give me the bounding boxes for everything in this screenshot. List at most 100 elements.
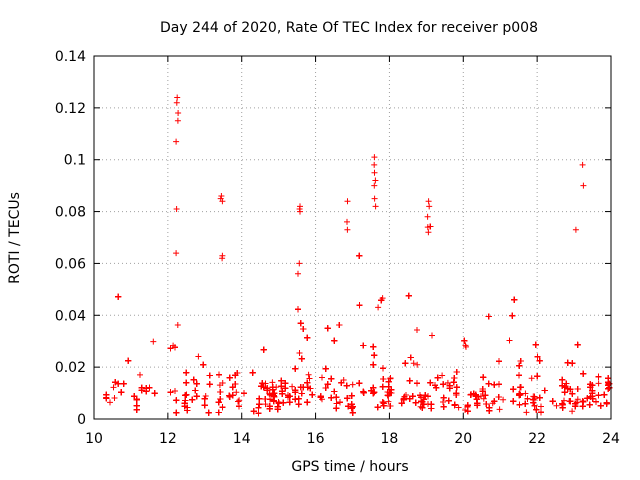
data-point bbox=[572, 226, 579, 233]
data-point bbox=[589, 387, 596, 394]
data-point bbox=[333, 394, 340, 401]
data-point bbox=[374, 404, 381, 411]
data-point bbox=[595, 392, 602, 399]
data-point bbox=[193, 393, 200, 400]
data-point bbox=[195, 353, 202, 360]
data-point bbox=[344, 198, 351, 205]
data-point bbox=[579, 398, 586, 405]
data-point bbox=[398, 400, 405, 407]
data-point bbox=[561, 397, 567, 404]
data-point bbox=[531, 402, 538, 409]
x-tick-label: 18 bbox=[381, 431, 399, 447]
data-point bbox=[580, 370, 587, 377]
data-point bbox=[285, 392, 291, 399]
data-point bbox=[370, 343, 377, 350]
data-point bbox=[173, 138, 180, 145]
data-point bbox=[409, 393, 416, 400]
data-point bbox=[516, 362, 523, 369]
data-point bbox=[174, 117, 181, 124]
data-point bbox=[479, 388, 486, 395]
data-point bbox=[510, 386, 517, 393]
data-point bbox=[217, 396, 224, 402]
data-point bbox=[292, 389, 299, 396]
data-point bbox=[167, 345, 174, 352]
data-point bbox=[331, 337, 338, 344]
data-point bbox=[380, 402, 387, 409]
data-point bbox=[439, 372, 446, 379]
data-point bbox=[133, 402, 140, 409]
data-point bbox=[372, 177, 379, 184]
data-point bbox=[298, 355, 305, 362]
data-point bbox=[297, 384, 304, 391]
data-point bbox=[150, 338, 157, 345]
data-point bbox=[360, 388, 367, 395]
data-point bbox=[541, 387, 548, 394]
data-point bbox=[530, 396, 537, 403]
data-point bbox=[295, 270, 301, 277]
data-point bbox=[462, 407, 469, 413]
data-point bbox=[517, 391, 524, 398]
y-tick-label: 0.12 bbox=[55, 101, 86, 117]
data-point bbox=[202, 393, 209, 399]
data-point bbox=[215, 409, 222, 416]
data-point bbox=[349, 403, 356, 410]
data-point bbox=[533, 406, 540, 413]
data-point bbox=[422, 392, 429, 399]
y-tick-label: 0.06 bbox=[55, 256, 86, 272]
data-point bbox=[464, 408, 471, 415]
data-point bbox=[406, 395, 413, 402]
data-point bbox=[574, 341, 581, 348]
data-point bbox=[348, 392, 355, 399]
data-point bbox=[414, 361, 421, 368]
data-point bbox=[371, 169, 378, 176]
data-point bbox=[579, 161, 586, 168]
data-point bbox=[445, 397, 452, 404]
data-point bbox=[115, 380, 122, 387]
data-point bbox=[517, 358, 524, 364]
grid-lines bbox=[94, 56, 611, 419]
data-point bbox=[280, 399, 287, 406]
data-point bbox=[414, 327, 420, 333]
data-point bbox=[496, 358, 502, 365]
x-tick-label: 22 bbox=[528, 431, 546, 447]
data-point bbox=[200, 361, 207, 368]
data-point bbox=[292, 365, 299, 372]
data-point bbox=[229, 392, 236, 399]
data-point bbox=[146, 384, 153, 391]
data-point bbox=[428, 405, 435, 412]
data-point bbox=[429, 332, 435, 339]
data-point bbox=[574, 386, 581, 392]
data-point bbox=[440, 381, 447, 388]
data-point bbox=[348, 405, 355, 412]
data-point bbox=[572, 403, 579, 410]
data-point bbox=[496, 406, 503, 413]
data-point bbox=[304, 334, 311, 341]
data-point bbox=[298, 390, 305, 397]
data-point bbox=[297, 208, 303, 215]
data-point bbox=[255, 404, 262, 411]
data-point bbox=[120, 380, 127, 387]
data-point bbox=[461, 337, 468, 344]
data-point bbox=[250, 408, 257, 415]
data-points bbox=[103, 94, 613, 417]
data-point bbox=[282, 385, 289, 392]
data-point bbox=[380, 365, 386, 372]
data-point bbox=[201, 402, 208, 409]
data-point bbox=[534, 373, 541, 380]
data-point bbox=[595, 380, 602, 387]
data-point bbox=[516, 391, 522, 398]
x-tick-label: 24 bbox=[602, 431, 620, 447]
plot-frame bbox=[93, 55, 612, 420]
data-point bbox=[110, 384, 117, 391]
data-point bbox=[491, 398, 498, 405]
data-point bbox=[506, 337, 513, 344]
x-axis-label: GPS time / hours bbox=[291, 459, 408, 475]
data-point bbox=[241, 390, 247, 397]
data-point bbox=[219, 255, 226, 262]
data-point bbox=[453, 384, 460, 391]
data-point bbox=[387, 375, 394, 382]
data-point bbox=[173, 250, 180, 257]
data-point bbox=[420, 396, 427, 403]
data-point bbox=[538, 409, 544, 416]
